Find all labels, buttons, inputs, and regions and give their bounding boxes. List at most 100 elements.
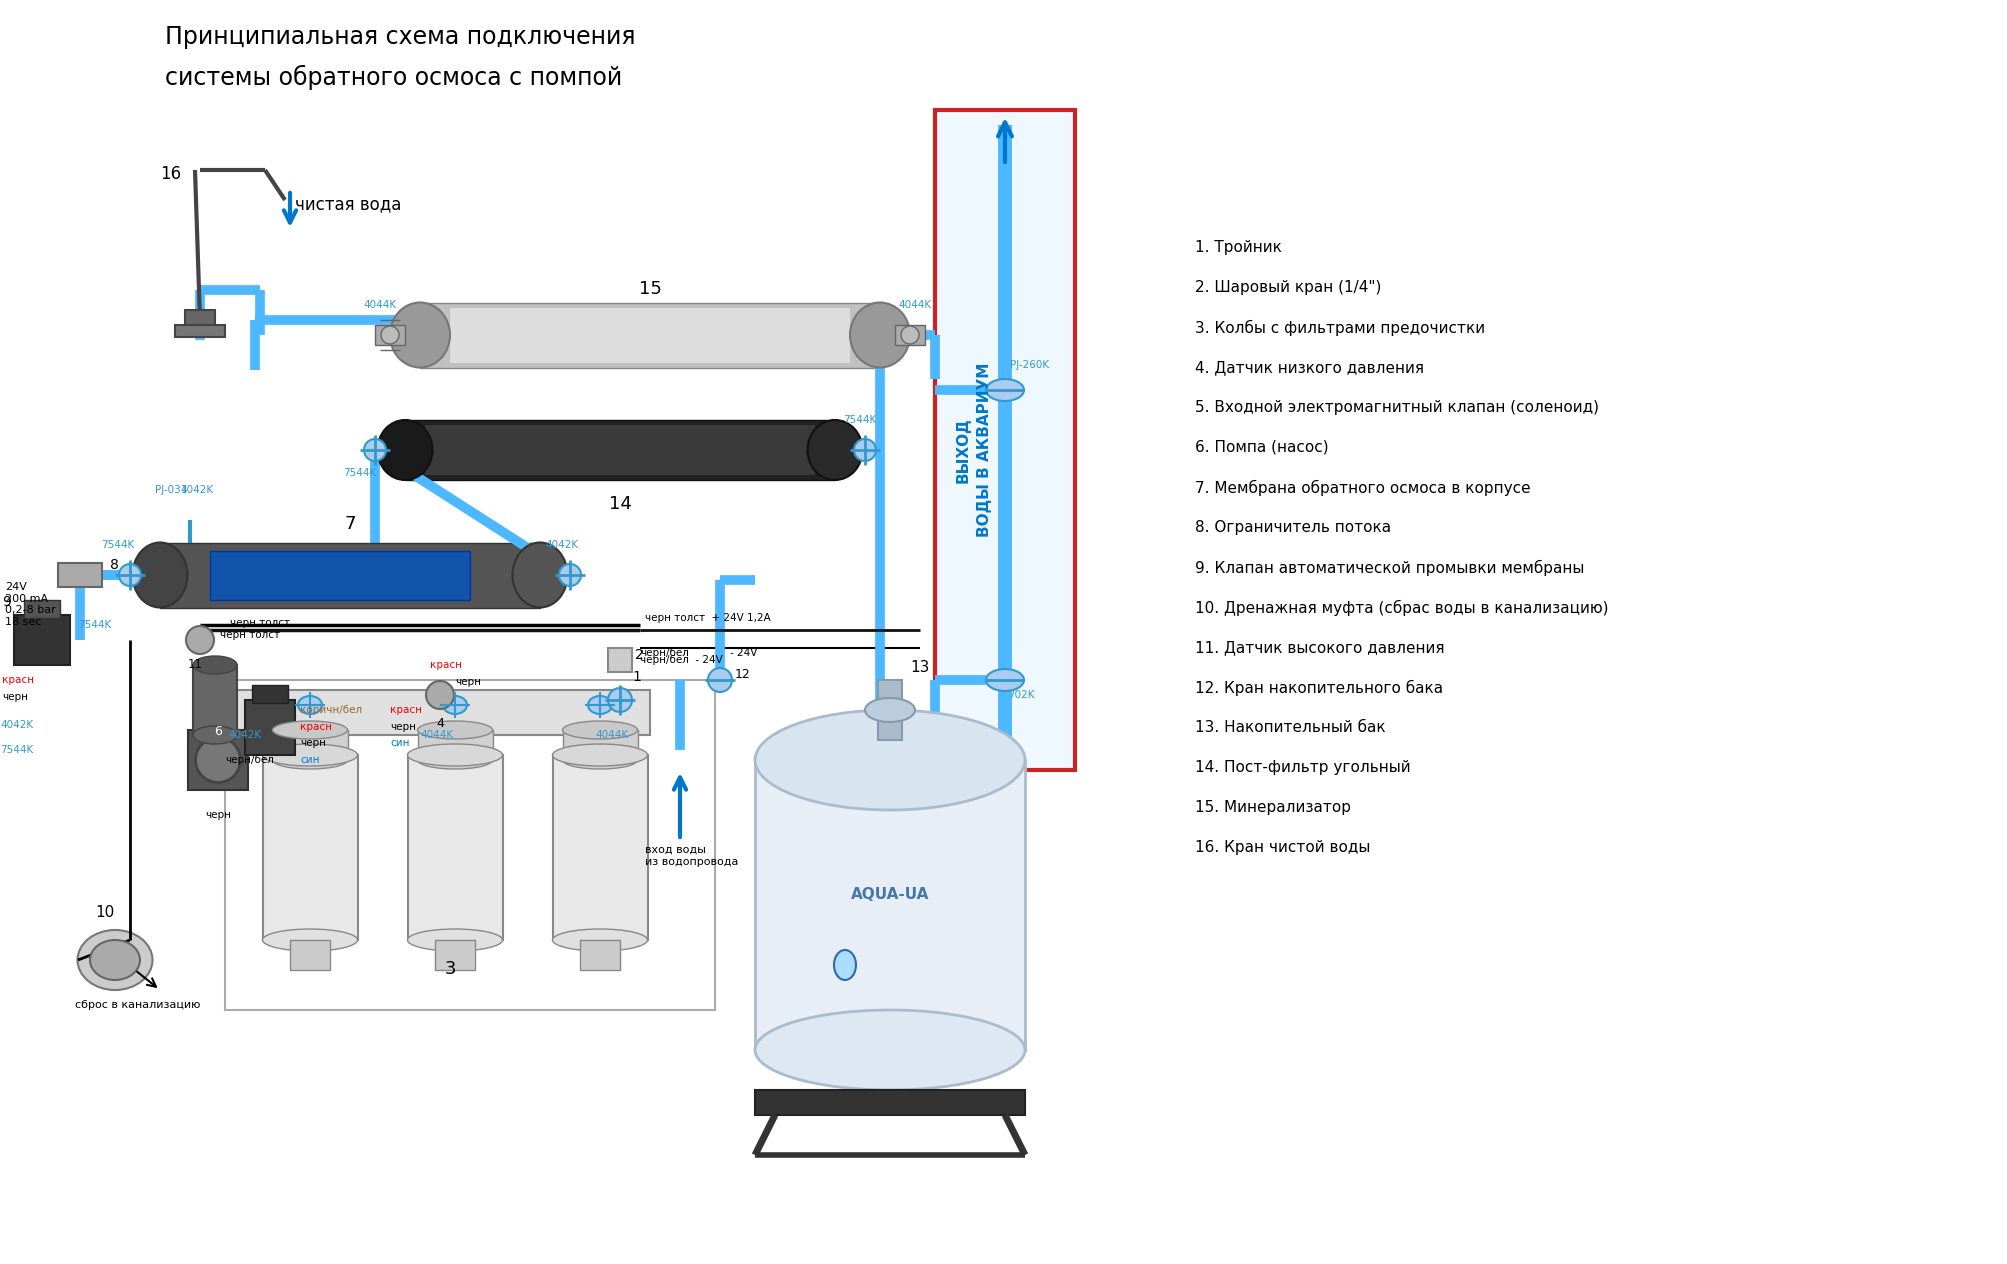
Text: 12: 12 (735, 667, 751, 681)
Text: черн: черн (389, 722, 415, 732)
Ellipse shape (417, 751, 492, 769)
Ellipse shape (381, 326, 399, 344)
Ellipse shape (849, 302, 909, 368)
Text: 5. Входной электромагнитный клапан (соленоид): 5. Входной электромагнитный клапан (соле… (1194, 399, 1598, 415)
Text: 9. Клапан автоматической промывки мембраны: 9. Клапан автоматической промывки мембра… (1194, 560, 1584, 576)
Bar (263, 755, 357, 940)
Ellipse shape (389, 302, 450, 368)
Bar (211, 551, 470, 600)
Text: 702K: 702K (1008, 690, 1034, 700)
Bar (580, 940, 620, 969)
Text: 4042K: 4042K (181, 485, 213, 495)
Ellipse shape (608, 688, 632, 712)
Text: ВЫХОД: ВЫХОД (955, 417, 969, 483)
Text: 3. Колбы с фильтрами предочистки: 3. Колбы с фильтрами предочистки (1194, 320, 1485, 336)
Text: 6. Помпа (насос): 6. Помпа (насос) (1194, 440, 1329, 455)
Ellipse shape (118, 564, 140, 586)
Ellipse shape (363, 439, 385, 461)
Text: - 24V: - 24V (731, 648, 757, 659)
Bar (935, 110, 1074, 770)
Text: красн: красн (2, 675, 34, 685)
Ellipse shape (985, 669, 1024, 691)
Text: 4: 4 (436, 717, 444, 731)
Bar (895, 325, 925, 345)
Bar (251, 685, 287, 703)
Text: красн: красн (429, 660, 462, 670)
Text: черн толст: черн толст (231, 618, 289, 628)
Text: чистая вода: чистая вода (295, 195, 401, 214)
Text: 2: 2 (634, 648, 644, 662)
Ellipse shape (132, 542, 187, 608)
Text: черн: черн (2, 691, 28, 702)
Bar (245, 700, 295, 755)
Bar (450, 308, 849, 363)
Ellipse shape (187, 626, 215, 653)
Text: 14: 14 (608, 495, 630, 513)
Text: 9: 9 (2, 595, 10, 609)
Ellipse shape (588, 696, 612, 714)
Text: системы обратного осмоса с помпой: системы обратного осмоса с помпой (165, 64, 622, 90)
Ellipse shape (552, 929, 646, 951)
Text: 1. Тройник: 1. Тройник (1194, 240, 1280, 255)
Ellipse shape (263, 929, 357, 951)
Ellipse shape (377, 420, 432, 480)
Text: 13: 13 (909, 660, 929, 675)
Text: 4042K: 4042K (546, 540, 578, 550)
Text: 2. Шаровый кран (1/4"): 2. Шаровый кран (1/4") (1194, 281, 1381, 295)
Bar (14, 616, 70, 665)
Text: син: син (389, 738, 409, 748)
Text: 11. Датчик высокого давления: 11. Датчик высокого давления (1194, 640, 1443, 655)
Bar (425, 425, 815, 475)
Text: 12. Кран накопительного бака: 12. Кран накопительного бака (1194, 680, 1443, 696)
Ellipse shape (833, 951, 855, 980)
Text: 7: 7 (343, 514, 355, 533)
Bar (436, 940, 476, 969)
Text: красн: красн (389, 705, 421, 715)
Text: 7544K: 7544K (100, 540, 134, 550)
Bar (375, 325, 405, 345)
Ellipse shape (562, 720, 636, 739)
Ellipse shape (78, 930, 153, 990)
Text: ВОДЫ В АКВАРИУМ: ВОДЫ В АКВАРИУМ (977, 363, 991, 537)
Ellipse shape (273, 751, 347, 769)
Ellipse shape (417, 720, 492, 739)
Bar (185, 310, 215, 330)
Bar (175, 325, 225, 337)
Bar (755, 760, 1024, 1050)
Bar (419, 303, 879, 368)
Text: син: син (299, 755, 319, 765)
Text: 16. Кран чистой воды: 16. Кран чистой воды (1194, 841, 1369, 854)
Bar (417, 731, 494, 760)
Text: Принципиальная схема подключения: Принципиальная схема подключения (165, 25, 634, 49)
Text: 7544K: 7544K (343, 468, 377, 478)
Bar (161, 544, 540, 608)
Text: AQUA-UA: AQUA-UA (851, 887, 929, 902)
Text: черн: черн (299, 738, 325, 748)
Ellipse shape (985, 379, 1024, 401)
Text: 4042K: 4042K (229, 731, 261, 739)
Ellipse shape (708, 667, 733, 691)
Ellipse shape (297, 696, 321, 714)
Text: 7. Мембрана обратного осмоса в корпусе: 7. Мембрана обратного осмоса в корпусе (1194, 480, 1529, 497)
Ellipse shape (407, 744, 502, 766)
Text: коричн/бел: коричн/бел (299, 705, 361, 715)
Ellipse shape (193, 656, 237, 674)
Bar (289, 940, 329, 969)
Ellipse shape (901, 326, 919, 344)
Text: PJ-260K: PJ-260K (1010, 360, 1048, 370)
Text: 14. Пост-фильтр угольный: 14. Пост-фильтр угольный (1194, 760, 1411, 775)
Bar (58, 562, 102, 586)
Ellipse shape (193, 726, 237, 744)
Bar (755, 1090, 1024, 1115)
Bar (193, 665, 237, 734)
Text: 8. Ограничитель потока: 8. Ограничитель потока (1194, 520, 1391, 535)
Text: 7544K: 7544K (78, 621, 110, 629)
Ellipse shape (407, 929, 502, 951)
Text: черн толст: черн толст (221, 629, 279, 640)
Bar (189, 731, 249, 790)
Bar (608, 648, 632, 672)
Bar (273, 731, 347, 760)
Ellipse shape (755, 1010, 1024, 1090)
Ellipse shape (552, 744, 646, 766)
Text: черн толст  + 24V 1,2А: черн толст + 24V 1,2А (644, 613, 771, 623)
